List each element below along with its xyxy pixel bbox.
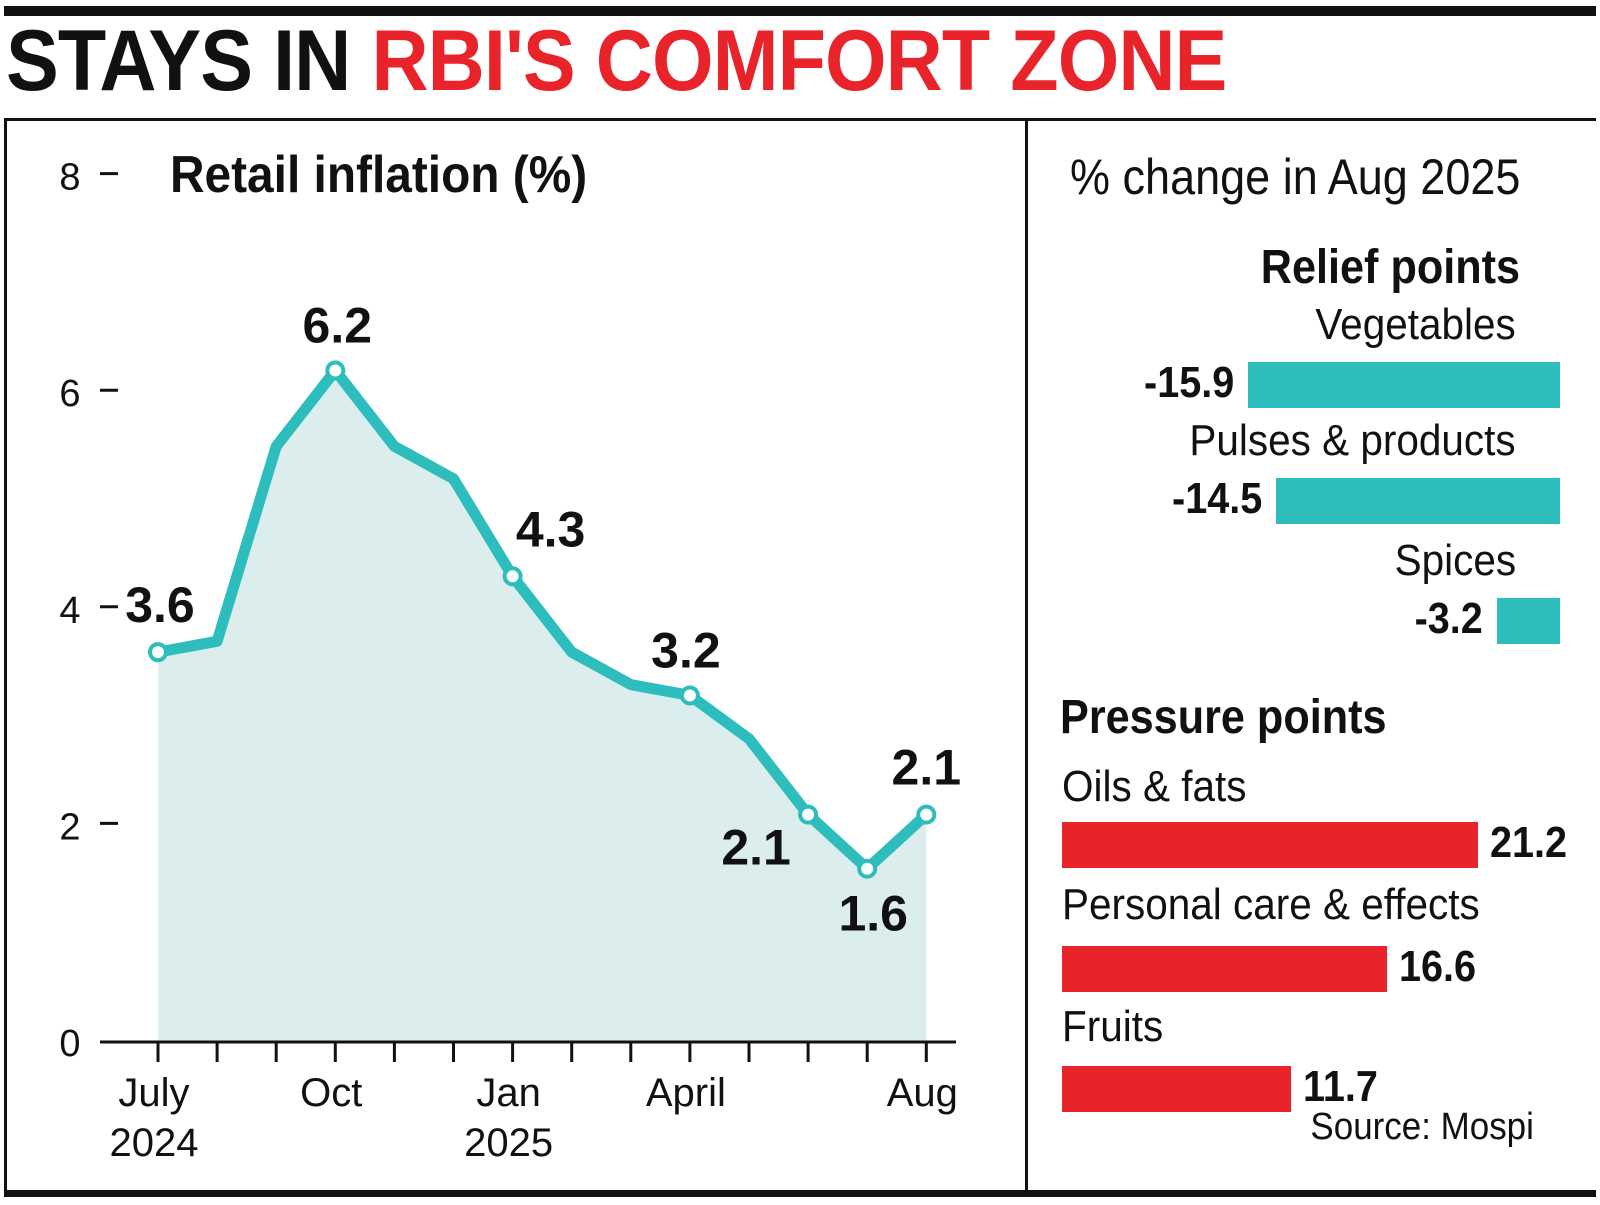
x-tick-label: Jan xyxy=(476,1071,541,1115)
bottom-rule xyxy=(4,1190,1596,1197)
x-axis: July 2024 Oct Jan 2025 April Aug xyxy=(100,1040,958,1165)
y-tick-label: 2 xyxy=(59,806,80,848)
data-label: 4.3 xyxy=(516,501,586,557)
x-tick-label-year: 2025 xyxy=(464,1121,553,1165)
data-point xyxy=(857,858,878,879)
relief-value-label: -14.5 xyxy=(1171,474,1262,523)
x-tick-label: Aug xyxy=(887,1071,958,1115)
data-point xyxy=(148,642,168,663)
area-fill xyxy=(158,370,927,1042)
data-point xyxy=(679,685,700,706)
points-layer xyxy=(148,360,937,879)
headline-part2: RBI'S COMFORT ZONE xyxy=(371,13,1227,109)
data-label: 2.1 xyxy=(721,820,791,876)
data-point xyxy=(798,804,819,825)
data-point xyxy=(325,360,346,381)
pressure-bar xyxy=(1062,822,1478,868)
y-tick-label: 4 xyxy=(59,590,80,632)
pressure-value-label: 21.2 xyxy=(1489,818,1567,867)
pressure-bar xyxy=(1062,1066,1292,1112)
y-tick-label: 0 xyxy=(59,1023,80,1065)
pressure-heading: Pressure points xyxy=(1060,691,1387,744)
line-layer xyxy=(152,365,932,875)
x-tick-label: April xyxy=(646,1071,726,1115)
y-tick-label: 8 xyxy=(59,157,80,199)
data-label: 6.2 xyxy=(303,298,373,354)
panel-divider xyxy=(1025,120,1028,1192)
relief-heading: Relief points xyxy=(1260,241,1520,294)
relief-category-label: Pulses & products xyxy=(1189,416,1516,465)
y-tick-label: 6 xyxy=(59,373,80,415)
headline: STAYS IN RBI'S COMFORT ZONE xyxy=(6,18,1227,104)
pressure-bar xyxy=(1062,946,1388,992)
x-tick-label-year: 2024 xyxy=(110,1121,199,1165)
pressure-category-label: Oils & fats xyxy=(1062,762,1247,811)
bar-panel-title: % change in Aug 2025 xyxy=(1069,149,1520,205)
chart-title: Retail inflation (%) xyxy=(170,145,587,203)
top-rule xyxy=(4,6,1596,16)
relief-bar xyxy=(1275,478,1560,524)
relief-value-label: -15.9 xyxy=(1144,358,1235,407)
data-labels-layer: 3.6 6.2 4.3 3.2 2.1 1.6 2.1 xyxy=(125,298,961,942)
header-rule xyxy=(4,118,1596,121)
series-line xyxy=(152,365,932,875)
pressure-category-label: Fruits xyxy=(1062,1002,1164,1051)
data-label: 3.2 xyxy=(651,622,721,678)
data-point xyxy=(916,804,937,825)
data-label: 2.1 xyxy=(892,740,962,796)
headline-part1: STAYS IN xyxy=(6,13,372,109)
data-point xyxy=(502,566,523,587)
source-note: Source: Mospi xyxy=(1310,1106,1534,1148)
area-layer xyxy=(158,370,927,1042)
pressure-category-label: Personal care & effects xyxy=(1062,880,1480,929)
x-tick-label: July xyxy=(118,1071,189,1115)
left-border xyxy=(4,120,7,1192)
relief-value-label: -3.2 xyxy=(1415,594,1484,643)
relief-bar xyxy=(1248,362,1560,408)
relief-category-label: Spices xyxy=(1394,536,1516,585)
data-label: 1.6 xyxy=(838,886,908,942)
relief-bar xyxy=(1497,598,1560,644)
relief-category-label: Vegetables xyxy=(1315,300,1516,349)
data-label: 3.6 xyxy=(125,577,195,633)
pressure-value-label: 16.6 xyxy=(1399,942,1477,991)
y-axis: 0 2 4 6 8 xyxy=(59,157,118,1065)
x-tick-label: Oct xyxy=(300,1071,362,1115)
pressure-value-label: 11.7 xyxy=(1303,1062,1379,1111)
